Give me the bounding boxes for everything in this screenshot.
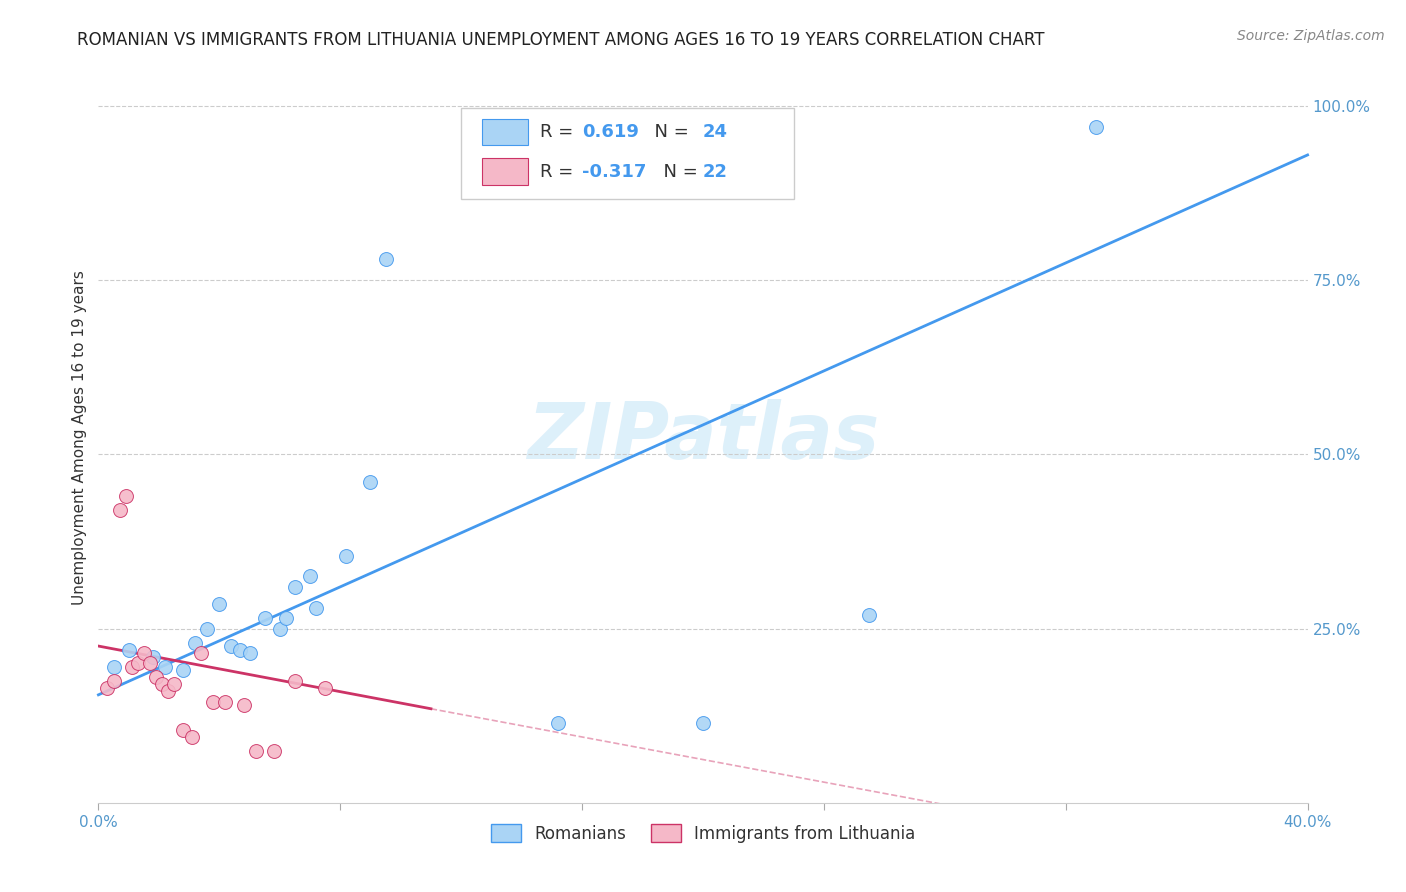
Text: -0.317: -0.317 xyxy=(582,162,647,180)
Point xyxy=(299,569,322,583)
Point xyxy=(269,622,291,636)
Text: 24: 24 xyxy=(703,123,728,141)
Point xyxy=(153,660,176,674)
Point xyxy=(142,649,165,664)
Point xyxy=(127,657,149,671)
Point xyxy=(132,646,155,660)
Point xyxy=(305,600,328,615)
Text: R =: R = xyxy=(540,162,579,180)
Point xyxy=(108,503,131,517)
Point xyxy=(314,681,336,695)
Point xyxy=(232,698,254,713)
Point xyxy=(360,475,382,490)
Point xyxy=(145,670,167,684)
Text: ZIPatlas: ZIPatlas xyxy=(527,399,879,475)
Point xyxy=(172,723,194,737)
Y-axis label: Unemployment Among Ages 16 to 19 years: Unemployment Among Ages 16 to 19 years xyxy=(72,269,87,605)
FancyBboxPatch shape xyxy=(482,159,527,185)
Point xyxy=(184,635,207,649)
Point xyxy=(245,743,267,757)
Point xyxy=(284,673,307,688)
Point xyxy=(103,660,125,674)
Point xyxy=(195,622,218,636)
Point xyxy=(121,660,143,674)
Point xyxy=(547,715,569,730)
Point xyxy=(139,657,162,671)
Point xyxy=(150,677,173,691)
Point xyxy=(229,642,252,657)
Point xyxy=(103,673,125,688)
Point xyxy=(172,664,194,678)
Point xyxy=(692,715,714,730)
FancyBboxPatch shape xyxy=(461,108,793,200)
Point xyxy=(284,580,307,594)
Point xyxy=(858,607,880,622)
Legend: Romanians, Immigrants from Lithuania: Romanians, Immigrants from Lithuania xyxy=(484,818,922,849)
Point xyxy=(374,252,396,267)
Point xyxy=(274,611,297,625)
Point xyxy=(114,489,136,503)
Text: N =: N = xyxy=(652,162,704,180)
Point xyxy=(253,611,276,625)
Point xyxy=(214,695,236,709)
Point xyxy=(335,549,357,563)
Text: N =: N = xyxy=(643,123,695,141)
Point xyxy=(1085,120,1108,134)
Text: ROMANIAN VS IMMIGRANTS FROM LITHUANIA UNEMPLOYMENT AMONG AGES 16 TO 19 YEARS COR: ROMANIAN VS IMMIGRANTS FROM LITHUANIA UN… xyxy=(77,31,1045,49)
Point xyxy=(118,642,141,657)
Point xyxy=(221,639,243,653)
Point xyxy=(96,681,118,695)
Point xyxy=(181,730,204,744)
Point xyxy=(263,743,285,757)
Text: R =: R = xyxy=(540,123,579,141)
Point xyxy=(190,646,212,660)
Text: Source: ZipAtlas.com: Source: ZipAtlas.com xyxy=(1237,29,1385,43)
Point xyxy=(239,646,262,660)
Text: 22: 22 xyxy=(703,162,728,180)
Text: 0.619: 0.619 xyxy=(582,123,638,141)
Point xyxy=(208,597,231,611)
FancyBboxPatch shape xyxy=(482,119,527,145)
Point xyxy=(163,677,186,691)
Point xyxy=(156,684,179,698)
Point xyxy=(202,695,225,709)
